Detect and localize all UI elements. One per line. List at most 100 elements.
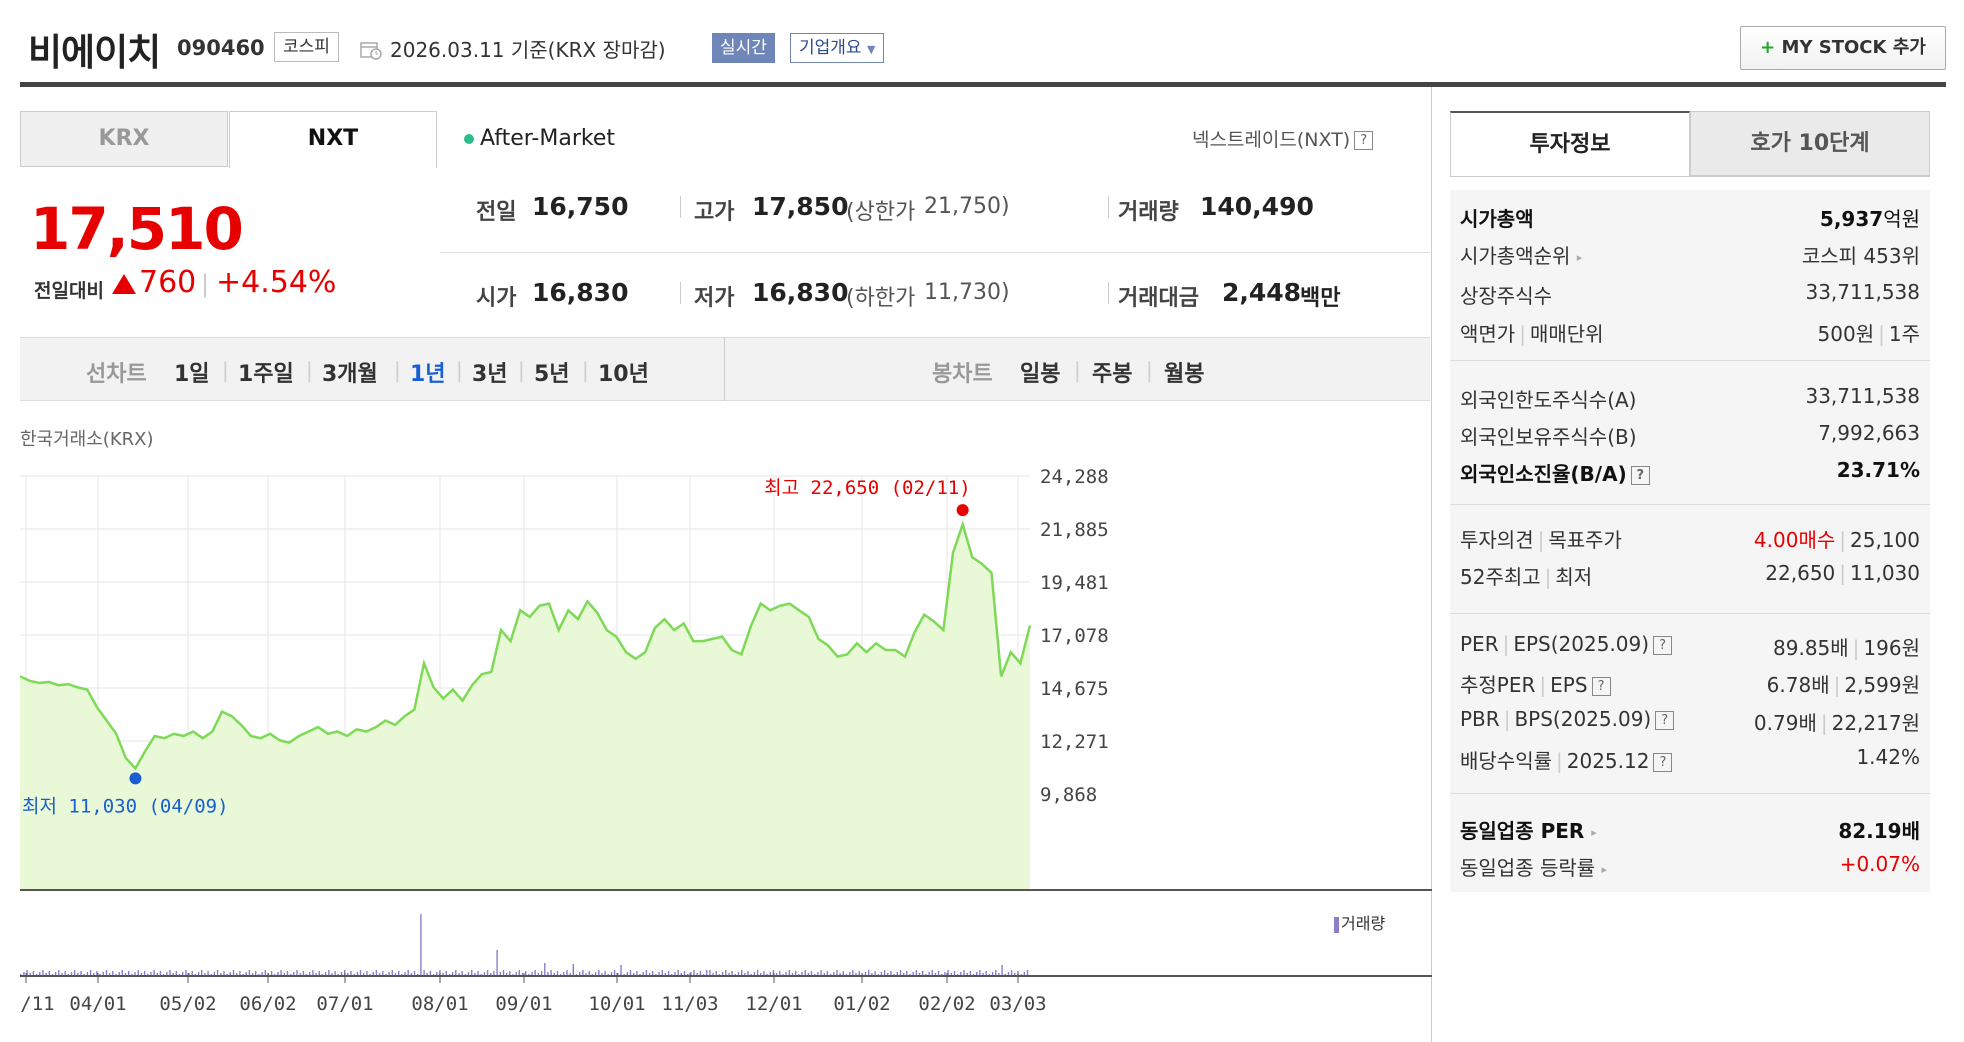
reference-date: 2026.03.11 기준(KRX 장마감) <box>390 38 666 62</box>
volume-bar <box>915 970 918 976</box>
volume-bar <box>283 973 285 976</box>
volume-swatch <box>1334 916 1339 933</box>
volume-bar <box>394 973 397 976</box>
candle-daily[interactable]: 일봉 <box>1020 362 1061 387</box>
help-icon: ? <box>1653 636 1673 655</box>
volume-bar <box>680 973 682 976</box>
volume-bar <box>391 970 393 976</box>
volume-bar <box>429 971 432 976</box>
volume-bar <box>1026 970 1029 976</box>
volume-bar <box>236 973 238 976</box>
y-tick-label: 9,868 <box>1040 784 1097 806</box>
low-label: 저가 <box>694 286 735 311</box>
help-icon: ? <box>1630 466 1650 485</box>
volume-bar <box>756 970 759 976</box>
nxt-help-link[interactable]: 넥스트레이드(NXT)? <box>1192 125 1374 152</box>
tab-order-book[interactable]: 호가 10단계 <box>1690 111 1930 176</box>
period-sep: | <box>1074 358 1081 382</box>
upper-limit-label: (상한가 <box>846 200 916 225</box>
volume-bar <box>833 972 835 976</box>
volume-bar <box>261 972 263 976</box>
period-3m[interactable]: 3개월 <box>322 362 378 387</box>
candle-monthly[interactable]: 월봉 <box>1164 362 1205 387</box>
volume-bar <box>629 970 632 976</box>
x-axis-ticks: 03/11 04/01 05/02 06/02 07/01 08/01 09/01 10/01… <box>20 973 1047 1015</box>
volume-bar <box>251 973 254 976</box>
period-sep: | <box>222 358 229 382</box>
tab-nxt[interactable]: NXT <box>229 111 437 168</box>
info-key: 외국인한도주식수(A) <box>1460 388 1637 412</box>
x-tick-label: 08/01 <box>411 993 468 1015</box>
info-value: 33,711,538 <box>1805 384 1920 408</box>
volume-bar <box>299 973 301 976</box>
volume-bar <box>674 972 676 976</box>
after-market-label: After-Market <box>480 126 615 151</box>
x-tick-label: 02/02 <box>918 993 975 1015</box>
info-key: 동일업종 PER ▸ <box>1460 819 1597 843</box>
volume-bar <box>239 971 241 976</box>
volume-bar <box>903 973 905 976</box>
period-1d[interactable]: 1일 <box>174 362 210 387</box>
info-row-industry-change[interactable]: 동일업종 등락률 ▸ +0.07% <box>1460 852 1920 882</box>
volume-bar <box>518 970 520 976</box>
volume-bar <box>347 973 349 976</box>
volume-bar <box>331 973 333 976</box>
candle-weekly[interactable]: 주봉 <box>1092 362 1133 387</box>
volume-bar <box>169 970 171 976</box>
volume-bar <box>213 972 216 976</box>
period-3y[interactable]: 3년 <box>472 362 508 387</box>
volume-bar <box>89 970 92 976</box>
price-line <box>20 520 1032 771</box>
candle-chart-label: 봉차트 <box>932 362 993 387</box>
period-1w[interactable]: 1주일 <box>238 362 294 387</box>
y-tick-label: 21,885 <box>1040 519 1109 541</box>
volume-bar <box>995 970 997 976</box>
realtime-button[interactable]: 실시간 <box>712 33 775 63</box>
price-chart[interactable]: 24,288 21,885 19,481 17,078 14,675 12,271 9,86… <box>20 468 1432 1028</box>
company-overview-label: 기업개요 <box>799 38 862 58</box>
volume-bar <box>153 970 155 976</box>
info-row-listed-shares: 상장주식수 33,711,538 <box>1460 280 1920 310</box>
change-percent: +4.54% <box>216 265 337 300</box>
volume-bar <box>934 973 937 976</box>
prev-close-value: 16,750 <box>532 192 629 221</box>
company-overview-dropdown[interactable]: 기업개요 ▼ <box>790 33 885 63</box>
volume-bar <box>741 970 743 976</box>
add-mystock-button[interactable]: + MY STOCK 추가 <box>1740 26 1946 70</box>
volume-bar <box>976 972 978 976</box>
volume-bar <box>899 970 902 976</box>
tab-krx[interactable]: KRX <box>20 111 228 167</box>
chevron-down-icon: ▼ <box>866 43 876 56</box>
volume-bar <box>613 970 616 976</box>
info-value: 500원 | 1주 <box>1817 322 1920 346</box>
info-row-pbr: PBR | BPS(2025.09)? 0.79배 | 22,217원 <box>1460 707 1920 737</box>
volume-bar <box>42 970 44 976</box>
volume-bar <box>699 971 702 976</box>
volume-bar <box>788 970 790 976</box>
volume-bar <box>540 971 543 976</box>
volume-bar <box>521 973 524 976</box>
info-row-industry-per[interactable]: 동일업종 PER ▸ 82.19배 <box>1460 815 1920 845</box>
info-row-market-cap-rank[interactable]: 시가총액순위 ▸ 코스피 453위 <box>1460 240 1920 270</box>
volume-bar <box>947 970 949 976</box>
period-1y[interactable]: 1년 <box>410 362 446 387</box>
volume-bar <box>458 973 460 976</box>
volume-bar <box>931 970 933 976</box>
period-10y[interactable]: 10년 <box>598 362 649 387</box>
volume-bar <box>407 970 409 976</box>
volume-bar <box>763 971 765 976</box>
info-value: 22,650 | 11,030 <box>1765 561 1920 585</box>
volume-legend-label: 거래량 <box>1341 914 1386 933</box>
volume-bar <box>143 971 146 976</box>
volume-bar <box>849 972 851 976</box>
volume-bar <box>887 973 889 976</box>
volume-bar <box>296 970 298 976</box>
volume-bar <box>410 973 413 976</box>
volume-bar <box>255 971 257 976</box>
info-value: 코스피 453위 <box>1801 244 1920 268</box>
volume-bar <box>661 970 663 976</box>
exchange-label: 한국거래소(KRX) <box>20 429 154 450</box>
volume-bar <box>636 971 638 976</box>
period-5y[interactable]: 5년 <box>534 362 570 387</box>
tab-investment-info[interactable]: 투자정보 <box>1450 111 1690 176</box>
